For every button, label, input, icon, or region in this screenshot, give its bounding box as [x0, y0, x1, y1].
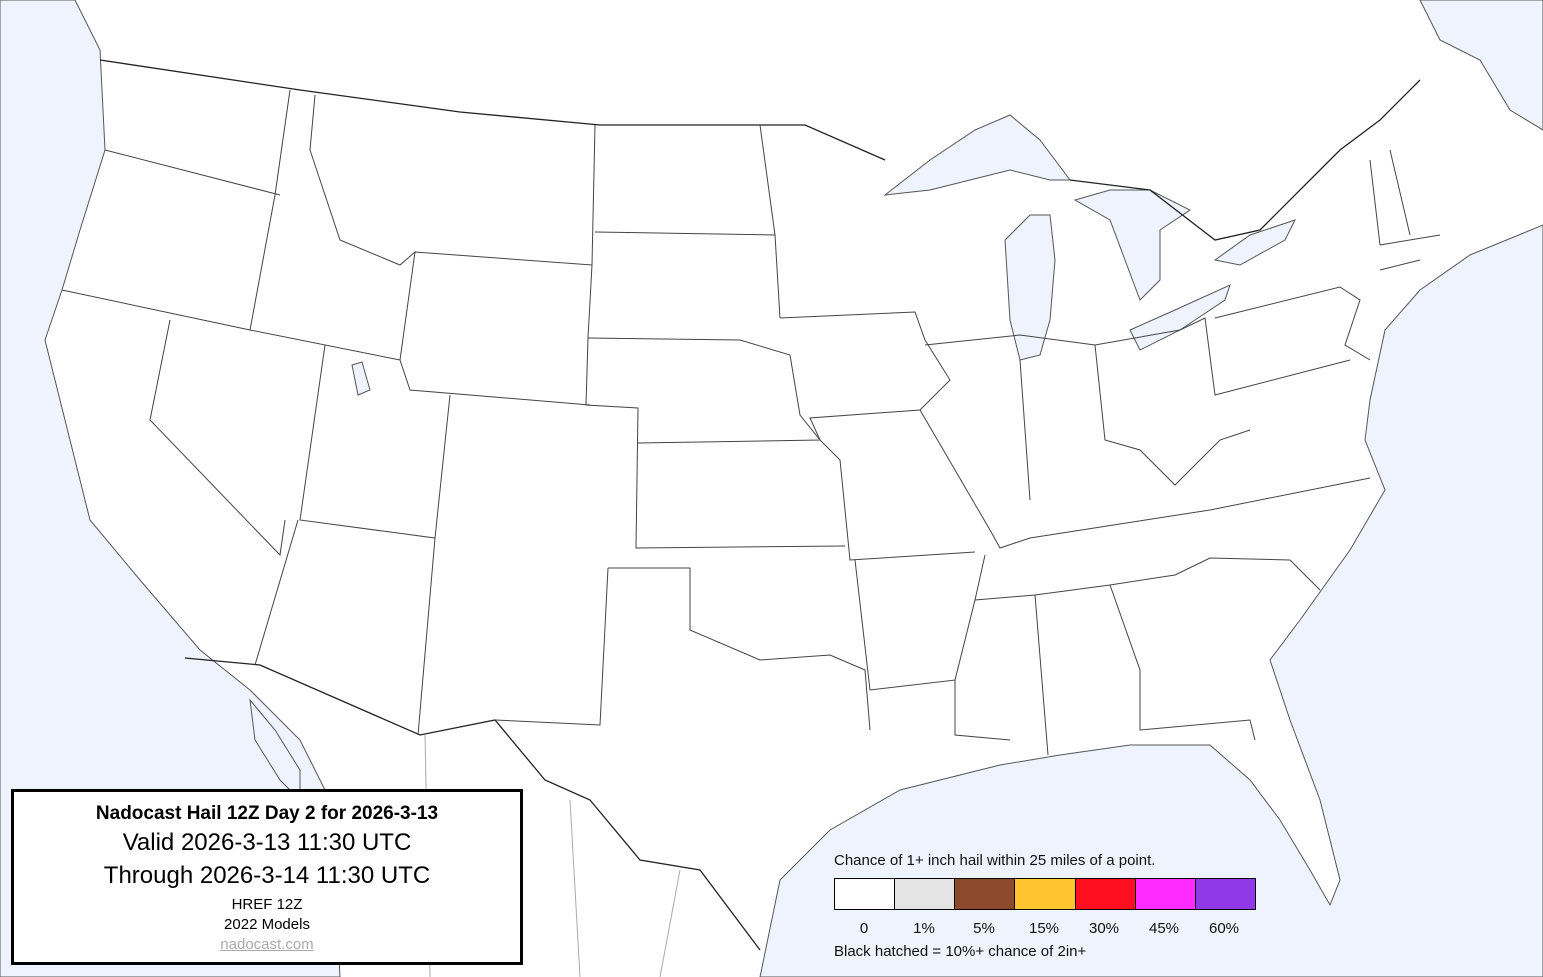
- legend-swatch-30: [1075, 879, 1136, 909]
- legend-swatch-0: [835, 879, 896, 909]
- lake-ontario: [1213, 219, 1296, 266]
- gulf-and-atlantic: [759, 224, 1543, 977]
- models-version: 2022 Models: [224, 916, 310, 933]
- lake-michigan: [1004, 214, 1056, 361]
- legend-label: 5%: [973, 920, 995, 937]
- valid-time: Valid 2026-3-13 11:30 UTC: [122, 829, 412, 856]
- legend-swatch-60: [1195, 879, 1255, 909]
- legend-label: 45%: [1148, 920, 1180, 937]
- legend-swatch-15: [1015, 879, 1076, 909]
- legend-label: 60%: [1208, 920, 1240, 937]
- forecast-title-box: Nadocast Hail 12Z Day 2 for 2026-3-13 Va…: [11, 789, 523, 965]
- legend-swatch-45: [1135, 879, 1196, 909]
- lake-erie: [1129, 284, 1231, 351]
- nadocast-link[interactable]: nadocast.com: [220, 936, 314, 953]
- us-canada-border: [99, 59, 1421, 241]
- probability-legend: Chance of 1+ inch hail within 25 miles o…: [834, 852, 1264, 960]
- legend-swatch-1: [895, 879, 956, 909]
- legend-swatch-5: [955, 879, 1016, 909]
- legend-label: 15%: [1028, 920, 1060, 937]
- legend-hatch-note: Black hatched = 10%+ chance of 2in+: [834, 943, 1087, 960]
- legend-caption: Chance of 1+ inch hail within 25 miles o…: [834, 852, 1156, 869]
- model-name: HREF 12Z: [231, 896, 303, 913]
- forecast-title: Nadocast Hail 12Z Day 2 for 2026-3-13: [95, 803, 439, 824]
- lake-superior: [883, 114, 1071, 196]
- atlantic-north: [1419, 0, 1543, 131]
- us-mexico-border: [184, 657, 761, 951]
- state-borders: [61, 89, 1441, 756]
- great-salt-lake: [351, 361, 371, 396]
- legend-labels: 0 1% 5% 15% 30% 45% 60%: [834, 920, 1254, 937]
- through-time: Through 2026-3-14 11:30 UTC: [103, 862, 431, 889]
- legend-label: 30%: [1088, 920, 1120, 937]
- legend-color-bar: [834, 878, 1256, 910]
- legend-label: 1%: [913, 920, 935, 937]
- lake-huron: [1073, 189, 1191, 301]
- legend-label: 0: [859, 920, 869, 937]
